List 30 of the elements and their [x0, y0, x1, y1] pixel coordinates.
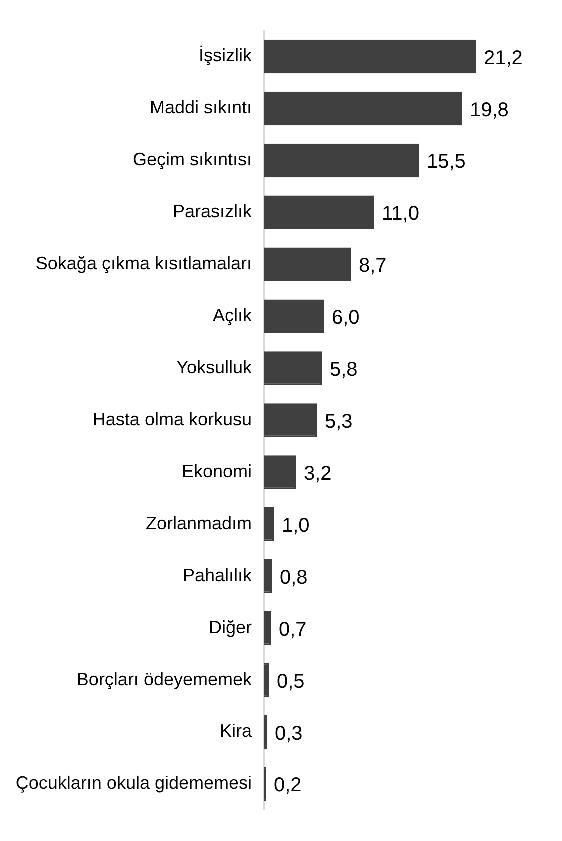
y-tick-label: Açlık	[212, 306, 253, 326]
data-label: 0,8	[280, 566, 308, 589]
y-tick-label: İşsizlik	[199, 46, 253, 66]
y-tick-label: Kira	[220, 721, 253, 742]
data-label: 19,8	[470, 99, 509, 122]
y-tick-label: Çocukların okula gidememesi	[16, 773, 252, 794]
data-label: 0,3	[275, 722, 303, 745]
data-label: 8,7	[359, 255, 387, 278]
y-tick-label: Maddi sıkıntı	[150, 98, 252, 118]
y-tick-label: Geçim sıkıntısı	[132, 150, 252, 170]
y-tick-label: Pahalılık	[182, 565, 253, 586]
y-tick-label: Parasızlık	[172, 202, 253, 222]
data-label: 0,7	[279, 618, 307, 641]
y-tick-label: Borçları ödeyememek	[76, 669, 253, 690]
data-label: 15,5	[427, 151, 466, 174]
y-tick-label: Ekonomi	[182, 461, 252, 482]
data-label: 3,2	[304, 462, 332, 485]
data-label: 5,8	[330, 359, 358, 382]
y-tick-label: Diğer	[208, 617, 252, 638]
y-tick-label: Zorlanmadım	[146, 513, 252, 534]
data-label: 0,2	[274, 774, 302, 797]
data-label: 6,0	[332, 307, 360, 330]
data-label: 0,5	[277, 670, 305, 693]
data-label: 1,0	[282, 514, 310, 537]
data-label: 21,2	[484, 47, 523, 70]
y-tick-label: Hasta olma korkusu	[92, 409, 252, 430]
data-label: 5,3	[325, 411, 353, 434]
y-tick-label: Yoksulluk	[176, 358, 253, 378]
y-tick-label: Sokağa çıkma kısıtlamaları	[36, 254, 252, 274]
data-label: 11,0	[382, 203, 420, 226]
